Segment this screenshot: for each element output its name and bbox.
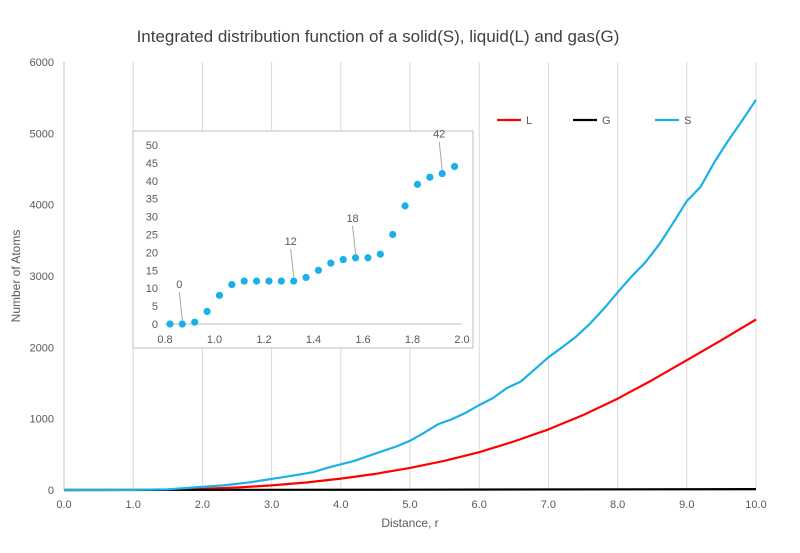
inset-data-point bbox=[290, 277, 298, 285]
inset-y-tick-label: 0 bbox=[152, 319, 158, 331]
inset-data-point bbox=[203, 307, 211, 316]
inset-data-point bbox=[351, 254, 360, 262]
inset-annotation-label: 18 bbox=[346, 213, 358, 225]
inset-y-tick-label: 50 bbox=[146, 140, 158, 152]
inset-data-point bbox=[327, 259, 335, 267]
inset-x-tick-label: 1.0 bbox=[207, 334, 222, 346]
y-tick-label: 1000 bbox=[30, 414, 54, 426]
inset-data-point bbox=[240, 277, 248, 285]
x-tick-label: 1.0 bbox=[126, 499, 141, 511]
x-tick-label: 5.0 bbox=[402, 499, 417, 511]
y-axis-label: Number of Atoms bbox=[9, 230, 23, 323]
inset-y-tick-label: 25 bbox=[146, 230, 158, 242]
inset-data-point bbox=[389, 230, 397, 239]
inset-annotation-label: 42 bbox=[433, 129, 445, 141]
x-tick-label: 4.0 bbox=[333, 499, 348, 511]
legend-label-S: S bbox=[684, 115, 691, 127]
series-line-S bbox=[63, 99, 757, 492]
inset-x-tick-label: 1.2 bbox=[256, 334, 271, 346]
y-tick-label: 2000 bbox=[30, 342, 54, 354]
x-axis-label: Distance, r bbox=[381, 516, 438, 530]
inset-y-tick-label: 5 bbox=[152, 301, 158, 313]
inset-y-tick-label: 45 bbox=[146, 158, 158, 170]
inset-annotation-label: 12 bbox=[285, 236, 297, 248]
inset-x-tick-label: 1.8 bbox=[405, 334, 420, 346]
inset-data-point bbox=[376, 250, 384, 258]
series-line-L bbox=[64, 318, 757, 492]
inset-data-point bbox=[277, 277, 285, 285]
y-tick-label: 5000 bbox=[30, 128, 54, 140]
inset-data-point bbox=[302, 273, 310, 282]
inset-annotation-label: 0 bbox=[176, 279, 182, 291]
y-tick-label: 6000 bbox=[30, 57, 54, 69]
x-tick-label: 0.0 bbox=[56, 499, 71, 511]
inset-data-point bbox=[228, 281, 236, 289]
inset-data-point bbox=[364, 254, 372, 262]
inset-data-point bbox=[166, 320, 174, 328]
inset-data-point bbox=[438, 170, 446, 178]
inset-data-point bbox=[215, 291, 224, 299]
y-tick-label: 0 bbox=[48, 485, 54, 497]
chart-title: Integrated distribution function of a so… bbox=[137, 27, 620, 46]
inset-annotation-leader bbox=[352, 225, 357, 254]
inset-data-point bbox=[426, 173, 434, 181]
inset-y-tick-label: 35 bbox=[146, 194, 158, 206]
inset-annotation-leader bbox=[290, 248, 295, 278]
inset-y-tick-label: 10 bbox=[146, 283, 158, 295]
inset-frame bbox=[132, 130, 474, 349]
inset-annotation-leader bbox=[438, 141, 443, 170]
inset-data-point bbox=[413, 180, 422, 188]
inset-data-point bbox=[339, 255, 347, 264]
x-tick-label: 9.0 bbox=[679, 499, 694, 511]
inset-x-tick-label: 1.4 bbox=[306, 334, 321, 346]
legend-label-G: G bbox=[602, 115, 611, 127]
series-line-G bbox=[63, 488, 757, 492]
x-tick-label: 7.0 bbox=[541, 499, 556, 511]
inset-y-tick-label: 20 bbox=[146, 247, 158, 259]
inset-chart: 0.8 1.0 1.2 1.4 1.6 1.8 2.0 0 5 10 15 20 25 30 35 40 45 5… bbox=[132, 129, 474, 349]
inset-data-point bbox=[401, 202, 409, 210]
inset-x-tick-label: 2.0 bbox=[454, 334, 469, 346]
inset-y-tick-label: 30 bbox=[146, 212, 158, 224]
legend-label-L: L bbox=[526, 115, 532, 127]
y-tick-label: 3000 bbox=[30, 271, 54, 283]
x-tick-label: 6.0 bbox=[472, 499, 487, 511]
inset-data-point bbox=[178, 320, 186, 328]
x-tick-label: 8.0 bbox=[610, 499, 625, 511]
inset-data-point bbox=[252, 277, 261, 285]
inset-y-tick-label: 15 bbox=[146, 265, 158, 277]
inset-y-tick-label: 40 bbox=[146, 176, 158, 188]
inset-x-tick-label: 1.6 bbox=[355, 334, 370, 346]
inset-data-point bbox=[450, 162, 459, 171]
x-tick-label: 2.0 bbox=[195, 499, 210, 511]
x-tick-label: 3.0 bbox=[264, 499, 279, 511]
inset-x-tick-label: 0.8 bbox=[157, 334, 172, 346]
inset-data-point bbox=[265, 277, 273, 285]
y-tick-label: 4000 bbox=[30, 200, 54, 212]
inset-data-point bbox=[191, 318, 199, 326]
x-tick-label: 10.0 bbox=[745, 499, 766, 511]
inset-annotation-leader bbox=[178, 291, 183, 321]
inset-data-point bbox=[314, 266, 323, 274]
